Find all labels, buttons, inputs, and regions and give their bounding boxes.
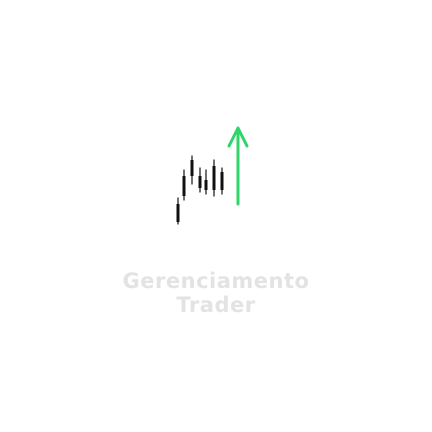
brand-name-line1: Gerenciamento [122,269,310,293]
brand-name-line2: Trader [176,293,256,317]
candlestick-chart-up-arrow-icon [176,126,249,225]
